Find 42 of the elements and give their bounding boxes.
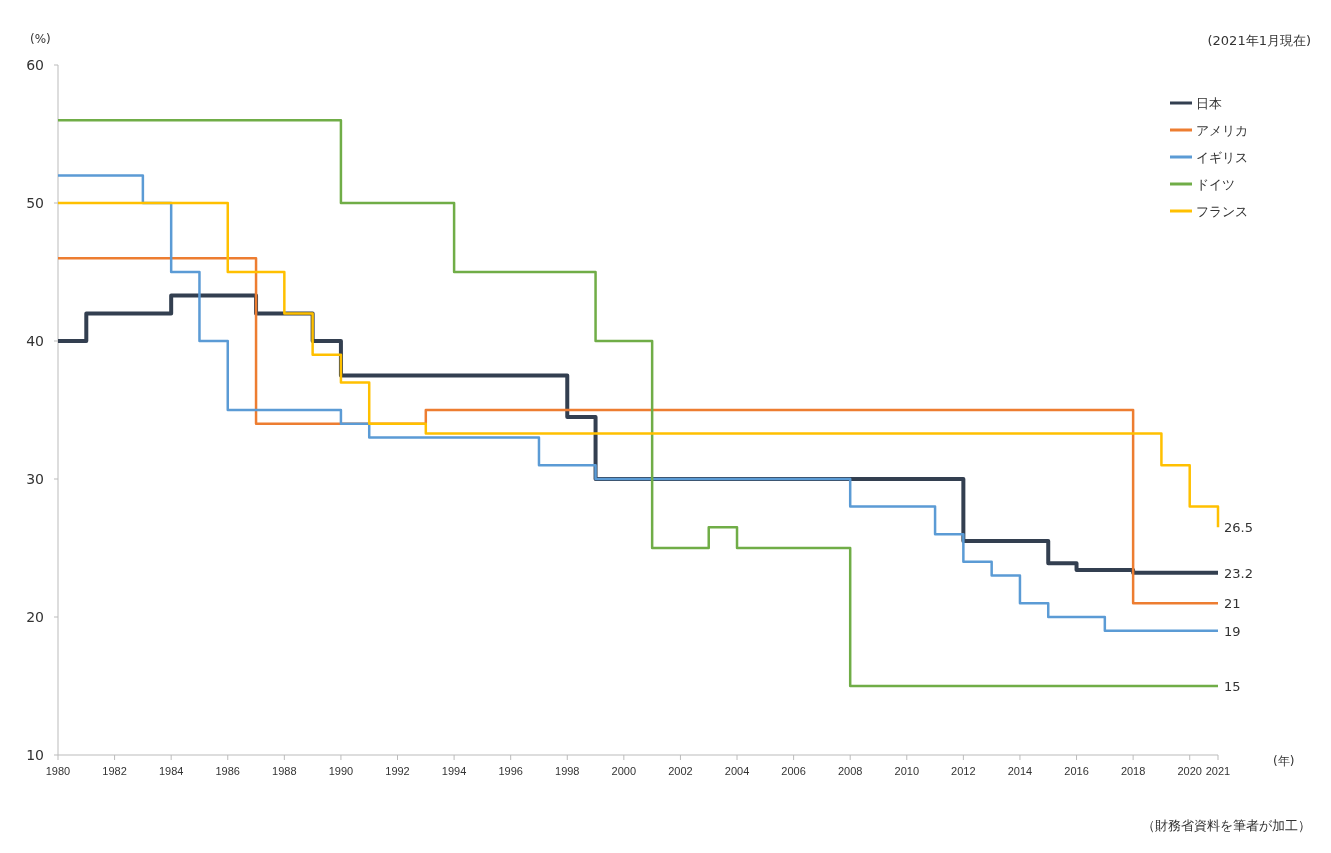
text: （財務省資料を筆者が加工） — [1142, 818, 1311, 833]
y-tick-label: 30 — [26, 471, 44, 487]
data-label: 26.5 — [1224, 520, 1253, 536]
x-tick-label: 2018 — [1120, 765, 1146, 777]
x-tick-label: 1992 — [385, 765, 410, 777]
legend-label: イギリス — [1196, 150, 1248, 165]
x-tick-label: 2020 — [1177, 765, 1202, 777]
x-tick-label: 2012 — [951, 765, 976, 777]
x-tick-label: 1994 — [441, 765, 467, 777]
legend-label: ドイツ — [1196, 177, 1235, 192]
y-tick-label: 10 — [26, 747, 44, 763]
x-tick-label: 2000 — [611, 765, 637, 777]
x-tick-label: 2008 — [837, 765, 863, 777]
x-tick-label: 1990 — [328, 765, 354, 777]
legend-label: アメリカ — [1196, 123, 1248, 138]
x-tick-label: 2016 — [1064, 765, 1089, 777]
text: (2021年1月現在) — [1207, 33, 1311, 48]
x-tick-label: 1986 — [215, 765, 240, 777]
data-label: 19 — [1224, 623, 1241, 639]
x-tick-label: 1998 — [555, 765, 580, 777]
x-tick-label: 1982 — [102, 765, 127, 777]
legend-label: フランス — [1196, 204, 1248, 219]
x-tick-label: 1988 — [272, 765, 297, 777]
x-tick-label: 2004 — [724, 765, 750, 777]
legend-label: 日本 — [1196, 96, 1222, 111]
y-tick-label: 50 — [26, 195, 44, 211]
data-label: 21 — [1224, 596, 1241, 612]
y-tick-label: 60 — [26, 57, 44, 73]
data-label: 23.2 — [1224, 565, 1253, 581]
x-tick-label: 1980 — [45, 765, 71, 777]
y-axis-title: (%) — [30, 32, 51, 46]
x-tick-label: 2006 — [781, 765, 806, 777]
x-tick-label: 2002 — [668, 765, 693, 777]
y-tick-label: 40 — [26, 333, 44, 349]
x-tick-label: 2014 — [1007, 765, 1033, 777]
x-tick-label: 2021 — [1205, 765, 1231, 777]
x-axis-title: (年) — [1273, 754, 1295, 768]
x-tick-label: 1996 — [498, 765, 523, 777]
x-tick-label: 2010 — [894, 765, 920, 777]
y-tick-label: 20 — [26, 609, 44, 625]
data-label: 15 — [1224, 679, 1241, 694]
x-tick-label: 1984 — [158, 765, 184, 777]
